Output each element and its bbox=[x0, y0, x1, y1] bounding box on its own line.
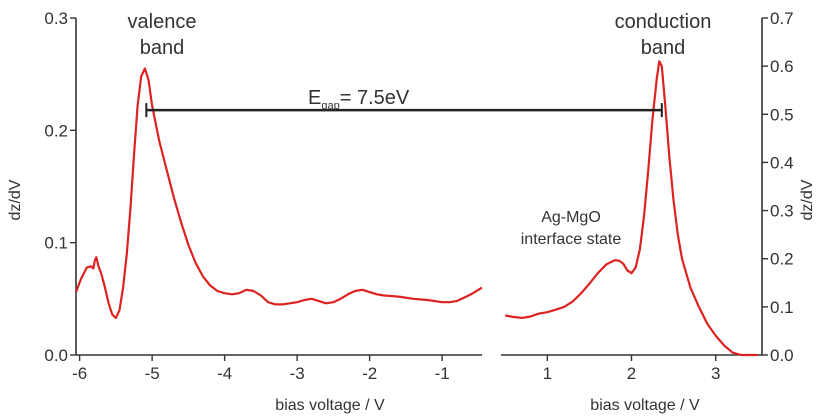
right-y-axis-title: dz/dV bbox=[799, 179, 816, 220]
x-tick-label: -2 bbox=[362, 364, 377, 383]
left-x-axis-title: bias voltage / V bbox=[275, 397, 385, 414]
y-tick-label: 0.7 bbox=[770, 9, 794, 28]
gap-subscript: gap bbox=[321, 100, 339, 112]
left-y-ticks: 0.0 0.1 0.2 0.3 bbox=[44, 9, 76, 365]
x-tick-label: 3 bbox=[711, 364, 720, 383]
y-tick-label: 0.3 bbox=[770, 202, 794, 221]
interface-state-label-line2: interface state bbox=[521, 231, 622, 248]
y-tick-label: 0.1 bbox=[770, 298, 794, 317]
left-y-axis-title: dz/dV bbox=[7, 179, 24, 220]
valence-band-label-line2: band bbox=[140, 37, 185, 59]
conduction-band-label-line1: conduction bbox=[615, 11, 712, 33]
y-tick-label: 0.6 bbox=[770, 57, 794, 76]
energy-gap-label: Egap= 7.5eV bbox=[308, 87, 410, 112]
y-tick-label: 0.0 bbox=[44, 346, 68, 365]
valence-band-label-line1: valence bbox=[128, 11, 197, 33]
x-tick-label: -4 bbox=[217, 364, 232, 383]
right-x-ticks: 1 2 3 bbox=[543, 355, 720, 383]
y-tick-label: 0.2 bbox=[44, 121, 68, 140]
interface-state-label-line1: Ag-MgO bbox=[541, 209, 601, 226]
x-tick-label: 2 bbox=[627, 364, 636, 383]
right-y-ticks: 0.0 0.1 0.2 0.3 0.4 0.5 0.6 0.7 bbox=[762, 9, 794, 365]
gap-bar bbox=[145, 103, 663, 118]
y-tick-label: 0.2 bbox=[770, 250, 794, 269]
y-tick-label: 0.1 bbox=[44, 234, 68, 253]
right-x-axis-title: bias voltage / V bbox=[590, 397, 700, 414]
gap-value: = 7.5eV bbox=[340, 87, 410, 109]
x-tick-label: 1 bbox=[543, 364, 552, 383]
spectrum-curve-right bbox=[505, 60, 758, 357]
left-x-ticks: -6 -5 -4 -3 -2 -1 bbox=[72, 355, 450, 383]
y-tick-label: 0.0 bbox=[770, 346, 794, 365]
y-tick-label: 0.3 bbox=[44, 9, 68, 28]
x-tick-label: -3 bbox=[290, 364, 305, 383]
conduction-band-label-line2: band bbox=[641, 37, 686, 59]
x-tick-label: -5 bbox=[145, 364, 160, 383]
x-tick-label: -1 bbox=[435, 364, 450, 383]
y-tick-label: 0.5 bbox=[770, 105, 794, 124]
y-tick-label: 0.4 bbox=[770, 153, 794, 172]
x-tick-label: -6 bbox=[72, 364, 87, 383]
gap-symbol: E bbox=[308, 87, 321, 109]
spectrum-curve-left bbox=[74, 67, 483, 319]
